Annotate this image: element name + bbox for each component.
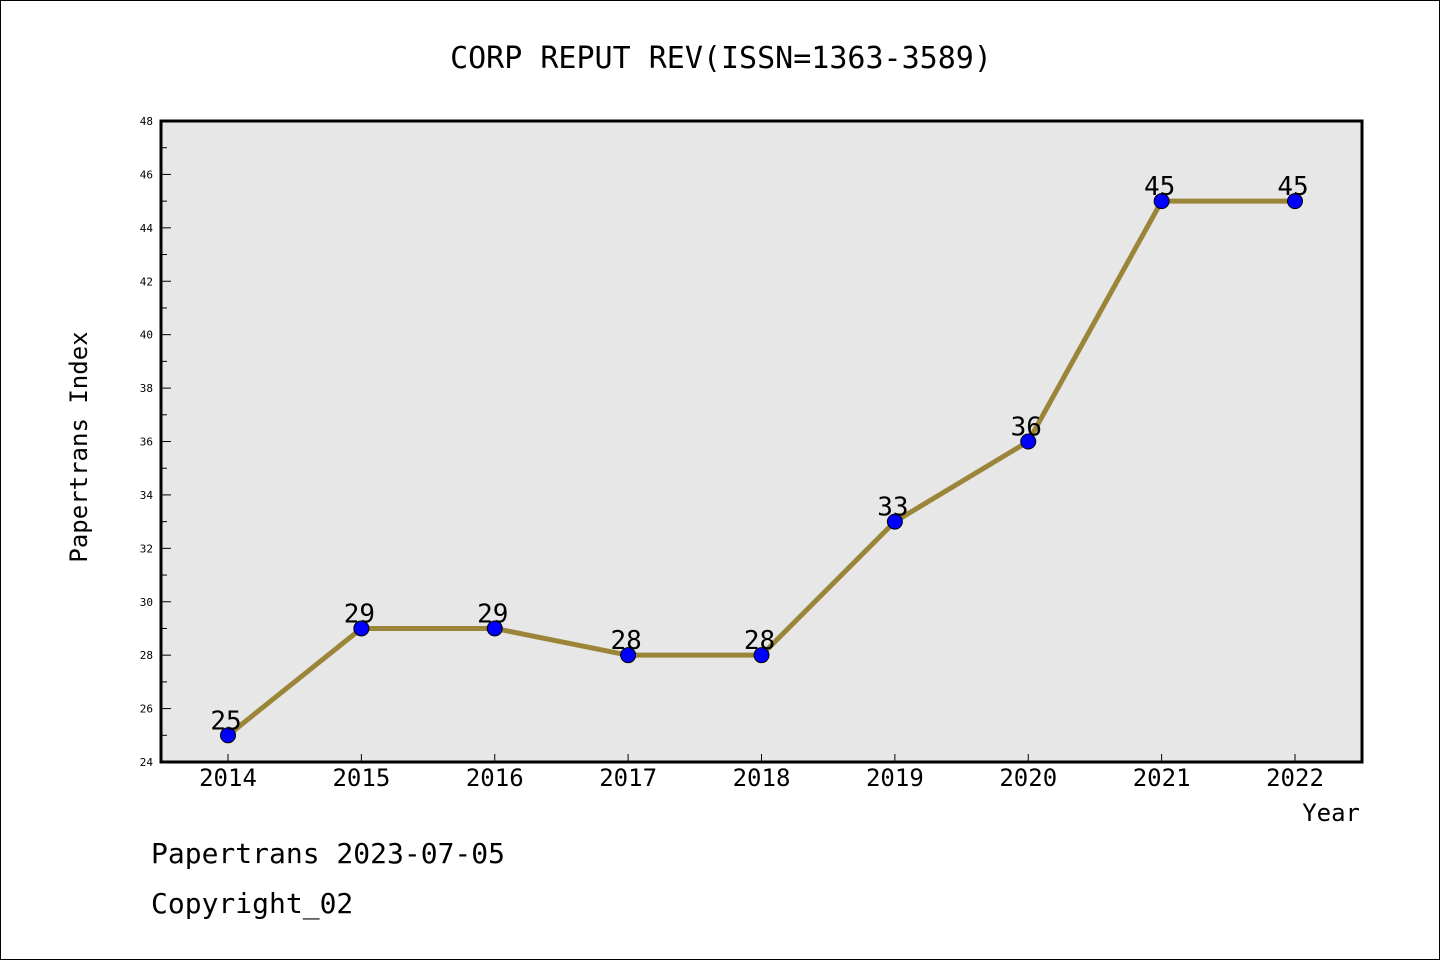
- data-point: [1020, 433, 1037, 450]
- data-point: [486, 620, 503, 637]
- data-point: [1287, 193, 1303, 210]
- x-tick-label: 2016: [466, 764, 524, 792]
- data-labels-layer: 25 29 29 28 28 33 36 45 45: [210, 172, 1308, 736]
- data-point: [1153, 193, 1170, 210]
- data-label: 25: [210, 706, 241, 736]
- plot-area: [159, 119, 1364, 764]
- y-tick-label: 30: [140, 596, 153, 609]
- series-layer: [220, 193, 1303, 744]
- data-label: 29: [477, 599, 508, 629]
- data-label: 33: [877, 493, 908, 523]
- y-tick-label: 26: [140, 703, 153, 716]
- y-tick-label: 40: [140, 329, 153, 342]
- y-tick-label: 28: [140, 649, 153, 662]
- data-label: 36: [1011, 413, 1042, 443]
- x-tick-label: 2014: [199, 764, 257, 792]
- x-tick-label: 2019: [866, 764, 924, 792]
- y-tick-label: 38: [140, 382, 153, 395]
- y-axis: 24 26 28 30 32 34 36 38 40 42 44 46 48: [140, 115, 171, 769]
- x-tick-label: 2017: [599, 764, 657, 792]
- x-axis: 2014 2015 2016 2017 2018 2019 2020 2021 2022: [199, 754, 1324, 792]
- footer-date-text: Papertrans 2023-07-05: [151, 837, 506, 870]
- y-axis-label: Papertrans Index: [65, 331, 93, 562]
- chart-title: CORP REPUT REV(ISSN=1363-3589): [450, 41, 992, 76]
- y-tick-label: 48: [140, 115, 153, 128]
- x-tick-label: 2020: [999, 764, 1057, 792]
- x-tick-label: 2015: [332, 764, 390, 792]
- data-label: 45: [1144, 172, 1175, 202]
- data-label: 28: [610, 626, 641, 656]
- x-tick-label: 2022: [1266, 764, 1324, 792]
- data-point: [620, 647, 637, 664]
- data-label: 29: [344, 599, 375, 629]
- y-tick-label: 34: [140, 489, 154, 502]
- y-tick-label: 36: [140, 436, 153, 449]
- x-axis-label: Year: [1302, 799, 1360, 827]
- x-tick-label: 2021: [1133, 764, 1191, 792]
- y-tick-label: 24: [140, 756, 154, 769]
- y-tick-label: 32: [140, 542, 153, 555]
- y-tick-label: 46: [140, 168, 153, 181]
- data-label: 28: [744, 626, 775, 656]
- footer-copyright-text: Copyright_02: [151, 887, 354, 920]
- x-tick-label: 2018: [733, 764, 791, 792]
- data-point: [353, 620, 370, 637]
- data-point: [886, 513, 903, 530]
- data-point: [220, 727, 236, 744]
- y-tick-label: 44: [140, 222, 154, 235]
- y-tick-label: 42: [140, 275, 153, 288]
- data-label: 45: [1277, 172, 1308, 202]
- data-point: [753, 647, 770, 664]
